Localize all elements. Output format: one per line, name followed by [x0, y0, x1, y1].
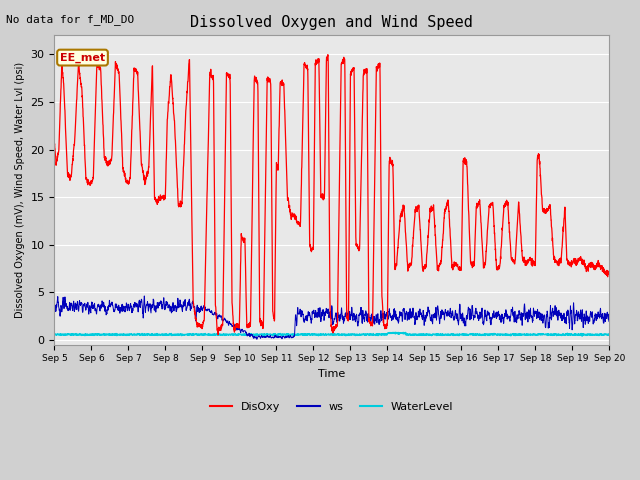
Text: No data for f_MD_DO: No data for f_MD_DO	[6, 14, 134, 25]
WaterLevel	[147, 332, 154, 338]
ws	[264, 333, 271, 338]
ws	[288, 335, 296, 340]
Y-axis label: Dissolved Oxygen (mV), Wind Speed, Water Lvl (psi): Dissolved Oxygen (mV), Wind Speed, Water…	[15, 62, 25, 318]
DisOxy	[147, 113, 154, 119]
Title: Dissolved Oxygen and Wind Speed: Dissolved Oxygen and Wind Speed	[191, 15, 474, 30]
ws	[595, 313, 603, 319]
DisOxy	[287, 212, 295, 217]
ws	[535, 309, 543, 315]
DisOxy	[114, 66, 122, 72]
ws	[51, 303, 58, 309]
WaterLevel	[605, 331, 613, 337]
Line: WaterLevel: WaterLevel	[54, 332, 609, 336]
DisOxy	[264, 78, 271, 84]
Line: DisOxy: DisOxy	[54, 55, 609, 335]
ws	[114, 307, 122, 313]
ws	[605, 315, 613, 321]
WaterLevel	[287, 331, 295, 337]
ws	[147, 309, 155, 315]
ws	[253, 336, 260, 342]
DisOxy	[214, 332, 222, 337]
Text: EE_met: EE_met	[60, 52, 105, 63]
WaterLevel	[579, 333, 586, 339]
WaterLevel	[392, 329, 399, 335]
WaterLevel	[535, 331, 543, 337]
DisOxy	[51, 142, 58, 148]
X-axis label: Time: Time	[318, 369, 346, 379]
Legend: DisOxy, ws, WaterLevel: DisOxy, ws, WaterLevel	[205, 397, 458, 416]
DisOxy	[324, 52, 332, 58]
WaterLevel	[114, 332, 122, 338]
Line: ws: ws	[54, 296, 609, 339]
DisOxy	[595, 262, 603, 268]
ws	[141, 293, 148, 299]
WaterLevel	[595, 332, 603, 337]
DisOxy	[605, 272, 613, 277]
DisOxy	[535, 151, 543, 157]
WaterLevel	[263, 331, 271, 336]
WaterLevel	[51, 332, 58, 338]
